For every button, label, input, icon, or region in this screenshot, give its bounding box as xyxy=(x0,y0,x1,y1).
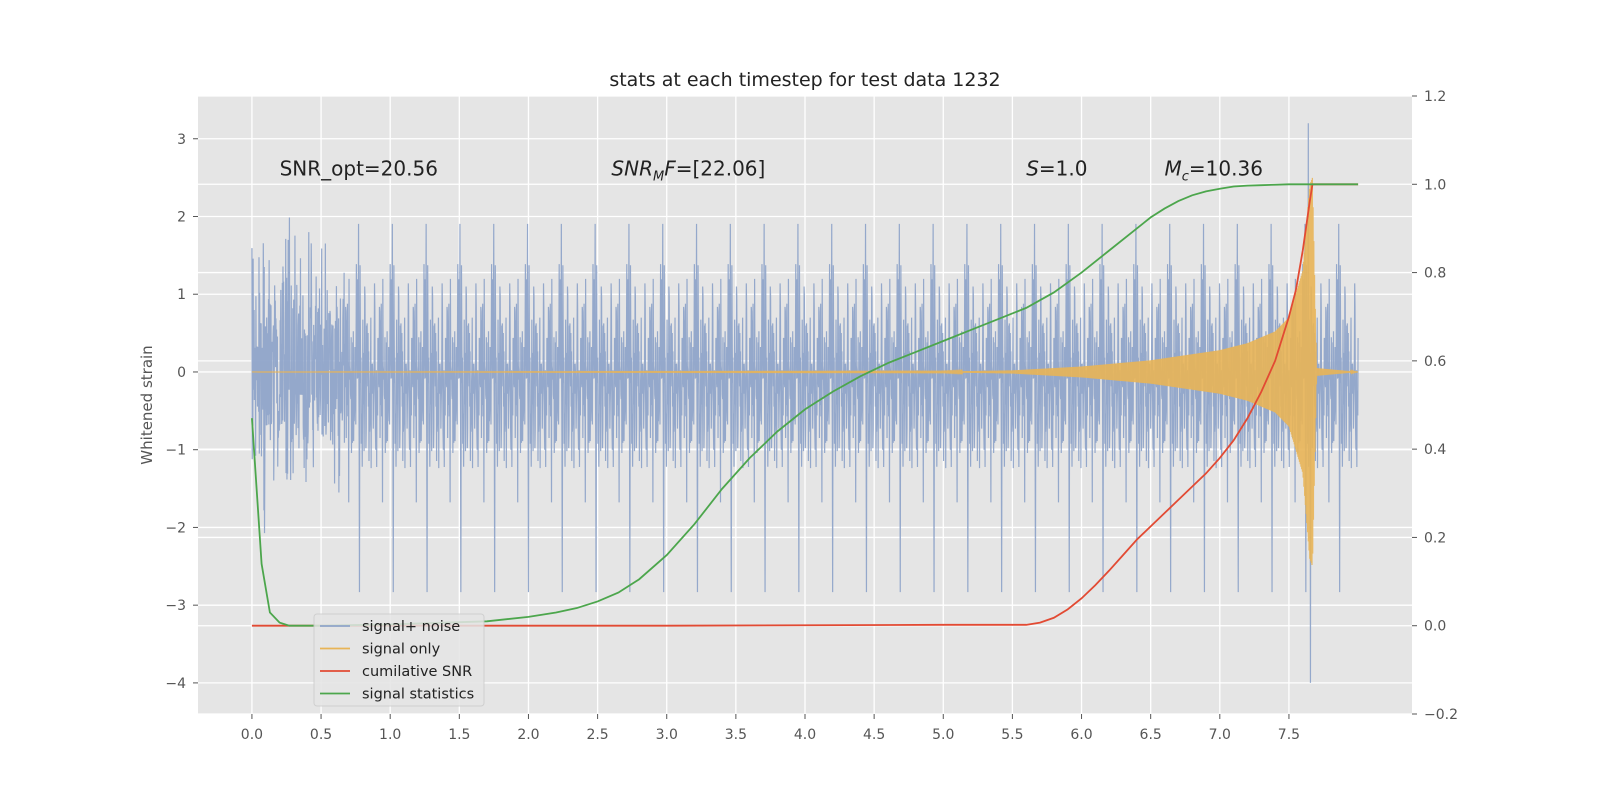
y-tick-label: 0 xyxy=(177,365,186,381)
legend-label: signal statistics xyxy=(362,687,474,703)
x-tick-label: 5.5 xyxy=(1001,727,1023,743)
x-tick-label: 0.5 xyxy=(310,727,332,743)
x-tick-label: 5.0 xyxy=(932,727,954,743)
series-cumilative-snr xyxy=(251,183,1359,627)
x-axis: 0.0 0.5 1.0 1.5 2.0 2.5 3.0 3.5 4.0 4.5 5.0 5.5 6.0 6… xyxy=(241,714,1300,743)
y2-tick-label: 1.2 xyxy=(1424,89,1446,105)
x-tick-label: 4.0 xyxy=(794,727,816,743)
annotation-1: SNRMF=[22.06] xyxy=(611,157,765,185)
y-tick-label: 2 xyxy=(177,209,186,225)
annotation-3: Mc=10.36 xyxy=(1164,157,1262,185)
x-tick-label: 2.5 xyxy=(586,727,608,743)
annotation-0: SNR_opt=20.56 xyxy=(280,157,438,181)
series-signal-only xyxy=(251,177,1359,566)
x-tick-label: 1.5 xyxy=(448,727,470,743)
x-tick-label: 6.5 xyxy=(1140,727,1162,743)
legend-label: cumilative SNR xyxy=(362,664,472,680)
y-axis-label: Whitened strain xyxy=(138,345,156,464)
y-tick-label: 3 xyxy=(177,132,186,148)
legend: signal+ noise signal only cumilative SNR si… xyxy=(313,613,485,707)
x-tick-label: 3.0 xyxy=(656,727,678,743)
y-tick-label: −4 xyxy=(165,676,186,692)
y2-tick-label: 0.8 xyxy=(1424,266,1446,282)
x-tick-label: 6.0 xyxy=(1070,727,1092,743)
legend-label: signal+ noise xyxy=(362,619,460,635)
y-axis-left: −4 −3 −2 −1 0 1 2 3 xyxy=(165,132,198,692)
y2-tick-label: 0.0 xyxy=(1424,619,1446,635)
chart-title: stats at each timestep for test data 123… xyxy=(609,69,1000,91)
y-axis-right: −0.2 0.0 0.2 0.4 0.6 0.8 1.0 1.2 xyxy=(1412,89,1458,723)
x-tick-label: 1.0 xyxy=(379,727,401,743)
x-tick-label: 7.5 xyxy=(1278,727,1300,743)
legend-label: signal only xyxy=(362,642,441,658)
y2-tick-label: −0.2 xyxy=(1424,707,1458,723)
y2-tick-label: 0.4 xyxy=(1424,442,1446,458)
x-tick-label: 0.0 xyxy=(241,727,263,743)
y-tick-label: −2 xyxy=(165,520,186,536)
y2-tick-label: 0.2 xyxy=(1424,530,1446,546)
y-tick-label: −1 xyxy=(165,443,186,459)
x-tick-label: 3.5 xyxy=(725,727,747,743)
y-tick-label: −3 xyxy=(165,598,186,614)
legend-frame xyxy=(313,613,485,707)
grid xyxy=(198,95,1412,715)
x-tick-label: 2.0 xyxy=(517,727,539,743)
x-tick-label: 4.5 xyxy=(863,727,885,743)
y-tick-label: 1 xyxy=(177,287,186,303)
annotations: SNR_opt=20.56 SNRMF=[22.06] S=1.0 Mc=10.36 xyxy=(280,157,1263,185)
x-tick-label: 7.0 xyxy=(1209,727,1231,743)
y2-tick-label: 0.6 xyxy=(1424,354,1446,370)
series-signal-noise xyxy=(251,123,1359,683)
y2-tick-label: 1.0 xyxy=(1424,177,1446,193)
annotation-2: S=1.0 xyxy=(1026,157,1087,181)
